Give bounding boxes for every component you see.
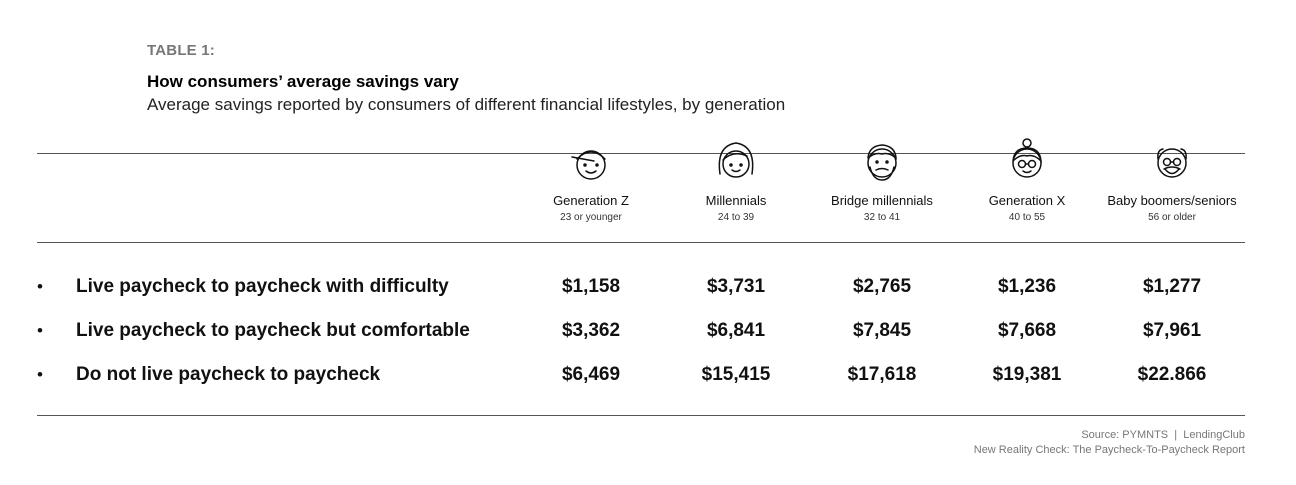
woman-face-icon [718, 142, 754, 178]
bottom-rule [37, 415, 1245, 416]
report-name: New Reality Check: The Paycheck-To-Paych… [973, 444, 1245, 456]
row-bullet: • [37, 277, 43, 296]
young-face-cap-icon [571, 150, 606, 180]
table-cell: $1,158 [561, 276, 621, 297]
column-age: 56 or older [1148, 212, 1196, 223]
column-age: 32 to 41 [863, 212, 901, 223]
table-cell: $7,961 [1142, 320, 1202, 341]
woman-bun-glasses-face-icon [1012, 138, 1042, 178]
column-name: Generation X [988, 193, 1066, 208]
table-subtitle: Average savings reported by consumers of… [147, 95, 786, 114]
column-name: Baby boomers/seniors [1107, 193, 1237, 208]
bearded-man-face-icon [867, 144, 897, 181]
row-label: Do not live paycheck to paycheck [76, 364, 381, 385]
table-cell: $7,668 [997, 320, 1057, 341]
column-header-gen-x: Generation X 40 to 55 [952, 136, 1102, 223]
header-rule [37, 242, 1245, 243]
column-header-millennials: Millennials 24 to 39 [661, 136, 811, 223]
table-cell: $22.866 [1137, 364, 1207, 385]
column-age: 40 to 55 [1008, 212, 1046, 223]
source-line: Source: PYMNTS | LendingClub [1081, 429, 1245, 441]
table-cell: $1,236 [997, 276, 1057, 297]
table-cell: $19,381 [992, 364, 1062, 385]
table-row-comfortable: • Live paycheck to paycheck but comforta… [0, 320, 1296, 344]
column-header-baby-boomers: Baby boomers/seniors 56 or older [1097, 136, 1247, 223]
column-name: Bridge millennials [831, 193, 933, 208]
row-label: Live paycheck to paycheck but comfortabl… [76, 320, 470, 341]
table-cell: $6,841 [706, 320, 766, 341]
column-age: 24 to 39 [717, 212, 755, 223]
row-label: Live paycheck to paycheck with difficult… [76, 276, 449, 297]
senior-glasses-face-icon [1157, 148, 1187, 178]
table-tag: TABLE 1: [147, 42, 215, 59]
table-cell: $2,765 [852, 276, 912, 297]
row-bullet: • [37, 321, 43, 340]
table-row-difficulty: • Live paycheck to paycheck with difficu… [0, 276, 1296, 300]
table-cell: $3,362 [561, 320, 621, 341]
column-age: 23 or younger [560, 212, 622, 223]
column-header-gen-z: Generation Z 23 or younger [516, 136, 666, 223]
table-cell: $6,469 [561, 364, 621, 385]
table-title: How consumers’ average savings vary [147, 72, 459, 91]
table-row-not-paycheck: • Do not live paycheck to paycheck $6,46… [0, 364, 1296, 388]
column-name: Generation Z [553, 193, 629, 208]
column-name: Millennials [705, 193, 767, 208]
column-header-bridge-millennials: Bridge millennials 32 to 41 [807, 136, 957, 223]
table-cell: $17,618 [847, 364, 917, 385]
table-cell: $15,415 [701, 364, 771, 385]
top-rule [37, 153, 1245, 154]
table-cell: $7,845 [852, 320, 912, 341]
table-cell: $3,731 [706, 276, 766, 297]
table-cell: $1,277 [1142, 276, 1202, 297]
row-bullet: • [37, 365, 43, 384]
